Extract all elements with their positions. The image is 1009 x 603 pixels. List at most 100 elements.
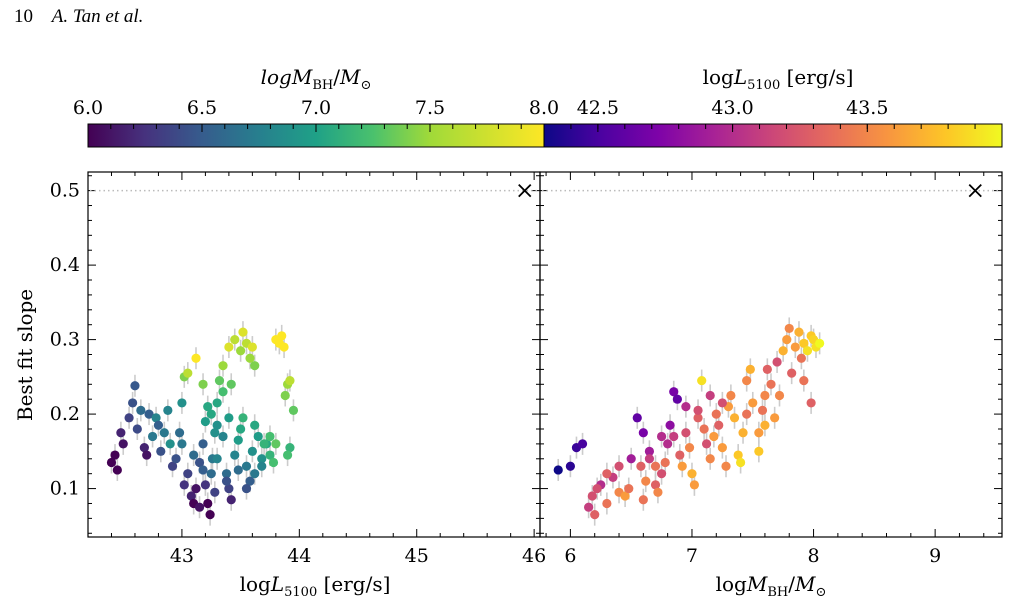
right-data-point xyxy=(592,483,602,494)
right-data-point xyxy=(587,491,597,501)
right-data-point xyxy=(762,364,772,374)
right-data-point xyxy=(787,368,797,378)
right-data-point xyxy=(624,483,634,494)
ytick-label: 0.2 xyxy=(50,403,80,425)
left-data-point xyxy=(253,431,263,442)
cb1-ticks-label: 6.5 xyxy=(187,97,217,119)
right-data-point xyxy=(772,357,782,367)
left-data-point xyxy=(265,431,275,442)
ytick-label: 0.5 xyxy=(50,180,80,202)
cb1-ticks-label: 7.0 xyxy=(301,97,331,119)
right-data-point xyxy=(602,469,612,479)
left-xtick-label: 45 xyxy=(405,545,429,567)
left-xtick-label: 46 xyxy=(522,545,546,567)
left-data-point xyxy=(159,428,169,438)
cb1-ticks-label: 6.0 xyxy=(73,97,103,119)
left-data-point xyxy=(259,439,269,449)
left-data-point xyxy=(224,342,234,352)
right-data-point xyxy=(701,439,712,449)
cb2-ticks-label: 43.5 xyxy=(846,97,888,119)
left-data-point xyxy=(233,435,243,445)
left-data-point xyxy=(257,461,267,471)
left-data-point xyxy=(177,398,187,408)
right-data-point xyxy=(802,346,813,356)
right-data-point xyxy=(794,327,804,337)
left-data-point xyxy=(194,502,205,512)
right-data-point xyxy=(644,446,655,456)
left-data-point xyxy=(191,353,201,363)
right-data-point xyxy=(697,375,707,386)
left-data-point xyxy=(241,483,252,494)
right-data-point xyxy=(681,428,691,438)
right-data-point xyxy=(806,398,816,408)
right-data-point xyxy=(584,502,594,512)
cb1-ticks-label: 8.0 xyxy=(529,97,559,119)
right-data-point xyxy=(745,364,755,374)
right-data-point xyxy=(660,457,670,468)
right-data-point xyxy=(656,431,667,442)
right-data-point xyxy=(754,428,764,438)
right-data-point xyxy=(742,409,752,419)
right-data-point xyxy=(721,461,731,471)
right-data-point xyxy=(736,457,746,468)
right-data-point xyxy=(693,413,703,423)
right-data-point xyxy=(620,491,630,501)
left-data-point xyxy=(179,480,189,490)
right-data-point xyxy=(656,469,667,479)
left-data-point xyxy=(144,409,154,419)
right-data-point xyxy=(641,476,651,486)
left-data-point xyxy=(218,361,228,371)
left-data-point xyxy=(130,381,140,391)
right-data-point xyxy=(669,387,679,397)
panel-left: 43 44 45 46 0.1 0.2 0.3 0.4 0.5 xyxy=(50,172,546,567)
left-data-point xyxy=(285,375,295,386)
left-data-point xyxy=(247,342,257,352)
right-data-point xyxy=(729,413,740,423)
right-data-point xyxy=(632,413,642,423)
right-data-point xyxy=(638,495,648,505)
left-data-point xyxy=(151,413,161,423)
right-data-point xyxy=(687,469,697,479)
left-xtick-label: 43 xyxy=(170,545,194,567)
right-data-point xyxy=(590,510,600,520)
right-data-point xyxy=(705,454,715,464)
right-data-point xyxy=(738,428,748,438)
right-data-point xyxy=(705,390,715,401)
left-data-point xyxy=(165,439,175,449)
right-data-point xyxy=(650,480,661,490)
left-data-point xyxy=(156,446,166,456)
ytick-label: 0.3 xyxy=(50,329,80,351)
left-data-point xyxy=(153,420,164,430)
right-data-point xyxy=(754,446,764,456)
right-data-point xyxy=(766,379,776,389)
right-data-point xyxy=(699,424,709,434)
right-data-point xyxy=(684,443,695,453)
right-data-point xyxy=(799,375,809,386)
colorbar-mbh-label: logMBH/M⊙ xyxy=(261,65,372,93)
right-data-point xyxy=(636,461,646,471)
left-data-point xyxy=(288,405,299,415)
left-data-point xyxy=(282,450,293,460)
colorbar-mbh: logMBH/M⊙ 6.0 6.5 7.0 7.5 8.0 xyxy=(73,65,559,148)
right-data-point xyxy=(693,405,703,415)
right-xtick-label: 9 xyxy=(929,545,941,567)
left-data-point xyxy=(210,487,220,497)
left-data-point xyxy=(194,457,205,468)
left-data-point xyxy=(132,424,142,434)
left-data-point xyxy=(279,342,289,352)
right-data-point xyxy=(638,428,648,438)
right-data-point xyxy=(577,439,588,449)
left-data-point xyxy=(183,368,193,378)
left-data-point xyxy=(183,469,193,479)
right-data-point xyxy=(675,450,685,460)
left-data-point xyxy=(200,480,211,490)
left-data-point xyxy=(206,469,216,479)
left-data-point xyxy=(218,387,228,397)
left-data-point xyxy=(110,450,120,460)
left-data-point xyxy=(221,469,232,479)
right-data-point xyxy=(565,461,575,471)
left-data-point xyxy=(280,390,290,401)
left-data-point xyxy=(250,420,260,430)
left-data-point xyxy=(191,483,201,494)
